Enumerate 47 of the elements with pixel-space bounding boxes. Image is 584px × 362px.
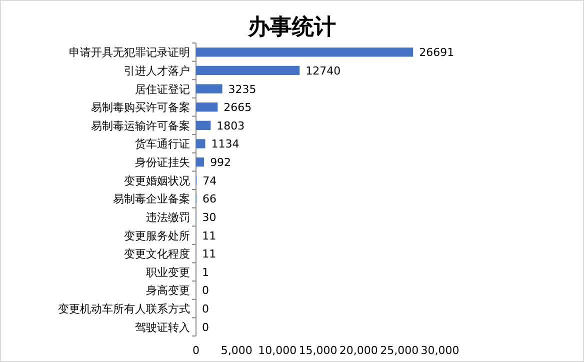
bar	[196, 48, 414, 57]
x-tick-label: 15,000	[298, 344, 338, 357]
data-label: 11	[202, 248, 216, 261]
x-tick-label: 5,000	[220, 344, 252, 357]
data-label: 30	[202, 210, 216, 224]
x-tick-label: 10,000	[258, 344, 297, 357]
data-label: 3235	[228, 82, 256, 96]
data-label: 66	[202, 192, 217, 206]
y-tick-label: 变更服务处所	[124, 229, 190, 242]
data-label: 1803	[216, 119, 245, 132]
x-tick-label: 25,000	[380, 344, 419, 357]
data-label: 992	[210, 156, 232, 170]
y-tick-label: 易制毒企业备案	[113, 192, 190, 206]
chart-title: 办事统计	[247, 14, 336, 40]
y-tick-label: 职业变更	[146, 266, 190, 279]
y-tick-label: 变更婚姻状况	[124, 174, 190, 188]
x-tick-label: 30,000	[420, 344, 460, 357]
data-label: 26691	[419, 46, 454, 60]
data-label: 0	[202, 284, 209, 298]
bar	[196, 157, 204, 167]
y-tick-label: 居住证登记	[135, 82, 190, 96]
bar	[196, 84, 222, 94]
x-tick-label: 0	[192, 344, 200, 357]
data-label: 0	[202, 320, 209, 334]
bar	[196, 120, 211, 130]
y-tick-label: 驾驶证转入	[135, 320, 190, 334]
data-label: 2665	[224, 101, 252, 114]
data-label: 1134	[211, 138, 240, 151]
data-label: 11	[202, 229, 216, 242]
y-tick-label: 货车通行证	[135, 138, 190, 151]
y-tick-label: 变更机动车所有人联系方式	[58, 302, 190, 316]
y-tick-label: 易制毒运输许可备案	[91, 119, 190, 132]
x-tick-label: 20,000	[339, 344, 378, 357]
y-tick-label: 身高变更	[146, 284, 190, 298]
data-label: 0	[202, 302, 209, 316]
data-label: 12740	[306, 64, 341, 78]
data-label: 1	[202, 266, 210, 279]
bar	[196, 66, 300, 76]
y-tick-label: 身份证挂失	[135, 156, 190, 170]
y-tick-label: 引进人才落户	[124, 64, 190, 78]
bar	[196, 102, 218, 112]
data-label: 74	[202, 174, 217, 188]
y-tick-label: 易制毒购买许可备案	[91, 101, 190, 114]
y-tick-label: 变更文化程度	[124, 248, 190, 261]
bar	[196, 139, 206, 148]
y-tick-label: 违法缴罚	[146, 210, 190, 224]
y-tick-label: 申请开具无犯罪记录证明	[69, 46, 190, 60]
